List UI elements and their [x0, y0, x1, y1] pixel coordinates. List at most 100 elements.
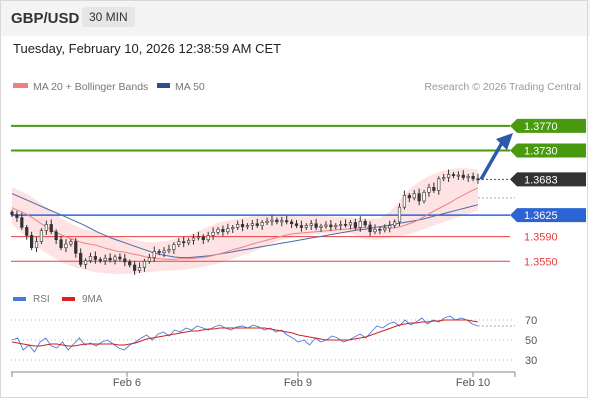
candle — [245, 223, 250, 230]
candle-body — [299, 225, 304, 228]
rsi-tick-30: 30 — [525, 355, 537, 367]
candle-body — [240, 224, 245, 228]
candle-body — [226, 228, 230, 233]
candle-body — [206, 235, 210, 241]
level-value-resistance-2: 1.3770 — [524, 121, 558, 133]
candle-body — [118, 256, 122, 260]
x-tick-label: Feb 9 — [284, 377, 312, 389]
rsi-ma-line — [11, 319, 479, 347]
level-label-resistance-2: 1.3770 — [510, 118, 586, 133]
candle — [177, 237, 181, 248]
candle-body — [128, 261, 132, 266]
candle-body — [294, 223, 299, 226]
candle-body — [196, 236, 201, 239]
rsi-legend-swatch — [13, 297, 26, 301]
candle — [172, 242, 176, 254]
candle — [216, 226, 220, 235]
candle-body — [451, 174, 456, 177]
candle-body — [39, 230, 44, 242]
candle-body — [437, 178, 441, 191]
candle — [275, 217, 279, 225]
candle-body — [211, 232, 215, 236]
header-bar: GBP/USD 30 MIN — [0, 0, 590, 36]
candle — [383, 224, 387, 233]
level-label-pivot: 1.3625 — [510, 208, 586, 223]
copyright-label: Research © 2026 Trading Central — [424, 81, 581, 93]
candle — [285, 215, 289, 225]
forecast-arrow — [479, 132, 513, 181]
candle — [393, 219, 397, 229]
candle-body — [314, 223, 318, 228]
candle — [20, 212, 24, 230]
candle-body — [442, 177, 446, 180]
candle-body — [162, 250, 166, 253]
candle — [15, 210, 19, 222]
moving-averages — [11, 187, 479, 260]
candle-body — [255, 223, 259, 226]
level-tag-resistance-1 — [510, 143, 586, 158]
level-value-last-price: 1.3683 — [524, 174, 558, 186]
candle — [236, 220, 240, 230]
candle — [133, 261, 137, 275]
x-tick-label: Feb 6 — [113, 377, 141, 389]
candle — [324, 221, 328, 229]
candle-body — [319, 225, 323, 228]
level-tag-pivot — [510, 208, 586, 223]
candle-body — [83, 260, 88, 265]
candle — [231, 224, 235, 233]
candle — [466, 173, 470, 182]
candle — [221, 225, 225, 237]
candle-body — [137, 267, 142, 271]
candle — [353, 218, 357, 230]
candle — [476, 173, 480, 184]
candle-body — [427, 187, 431, 193]
candle — [368, 221, 372, 237]
rsi-legend-label: RSI — [33, 294, 50, 305]
candle-body — [34, 241, 39, 249]
candle-body — [368, 224, 372, 233]
candle-body — [285, 220, 289, 223]
candle — [348, 220, 353, 230]
candle-body — [393, 221, 397, 226]
candle — [329, 220, 333, 232]
candle — [88, 252, 93, 264]
candle-body — [348, 222, 353, 226]
candle-body — [49, 224, 53, 233]
candle-body — [363, 220, 367, 226]
candle-body — [417, 193, 421, 202]
candle — [250, 220, 254, 230]
timeframe-button[interactable]: 30 MIN — [82, 7, 135, 27]
candle — [471, 172, 475, 182]
candle — [432, 182, 436, 193]
level-value-support-1: 1.3590 — [524, 232, 558, 244]
candle-body — [191, 237, 196, 241]
candle-body — [402, 195, 407, 208]
rsi-tick-50: 50 — [525, 335, 537, 347]
candle — [74, 237, 78, 258]
candle — [304, 223, 308, 230]
candle — [270, 215, 274, 226]
candle-body — [44, 224, 48, 231]
level-value-support-2: 1.3550 — [524, 256, 558, 268]
candle-body — [93, 256, 97, 260]
candle — [10, 209, 14, 217]
candle — [294, 220, 299, 229]
candle — [388, 220, 392, 233]
candle-body — [142, 260, 147, 268]
candle — [446, 169, 451, 182]
candle-body — [343, 224, 348, 226]
candle-body — [373, 228, 377, 233]
x-axis: Feb 6 Feb 9 Feb 10 — [11, 371, 516, 389]
bollinger-band-area — [12, 168, 478, 275]
candle-body — [407, 195, 411, 199]
candle-body — [152, 251, 156, 258]
candle-body — [461, 174, 465, 178]
candle — [378, 226, 382, 235]
candle — [152, 246, 156, 262]
candle — [123, 253, 127, 267]
candle-body — [216, 228, 220, 233]
candle-body — [201, 236, 205, 241]
candle-body — [383, 227, 387, 231]
candle-body — [172, 244, 176, 250]
candle-body — [446, 174, 451, 178]
